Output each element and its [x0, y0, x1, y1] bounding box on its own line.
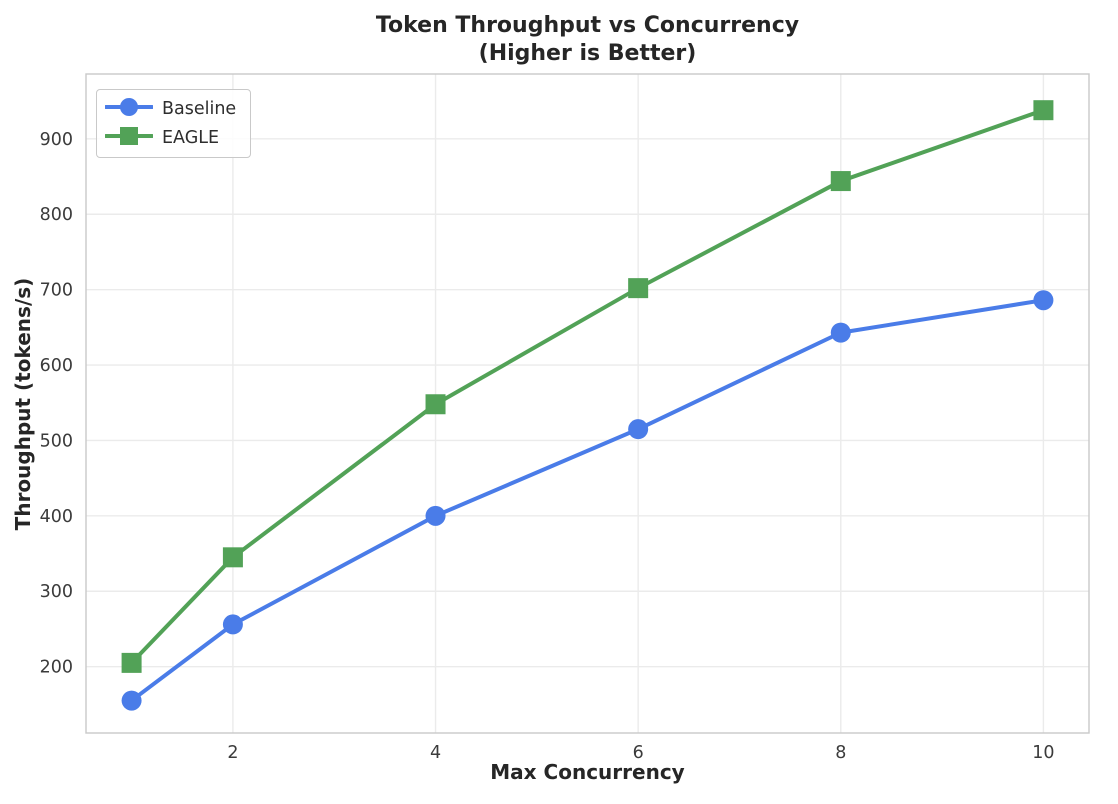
chart-title-line2: (Higher is Better) — [478, 40, 697, 66]
y-tick-label: 900 — [40, 130, 73, 150]
baseline-data-point-marker — [222, 614, 243, 635]
baseline-data-point-marker — [628, 419, 649, 440]
legend-item-baseline: Baseline — [104, 96, 237, 122]
baseline-data-point-marker — [1033, 290, 1054, 311]
square-marker-icon — [104, 127, 154, 145]
chart-title-line1: Token Throughput vs Concurrency — [375, 13, 800, 38]
legend: Baseline EAGLE — [96, 89, 252, 158]
x-tick-label: 4 — [430, 743, 441, 763]
eagle-data-point-marker — [222, 547, 243, 568]
y-tick-label: 400 — [40, 507, 73, 527]
baseline-data-point-marker — [121, 690, 142, 711]
y-tick-label: 500 — [40, 431, 73, 451]
x-axis-label: Max Concurrency — [490, 760, 685, 784]
eagle-data-point-marker — [830, 171, 851, 192]
baseline-line-circle-marker-icon — [104, 96, 154, 122]
eagle-data-point-marker — [628, 278, 649, 299]
baseline-series-line — [129, 298, 1046, 703]
eagle-data-point-marker — [425, 394, 446, 415]
eagle-data-point-marker — [1033, 100, 1054, 121]
legend-label: Baseline — [162, 99, 237, 119]
eagle-data-point-marker — [121, 652, 142, 673]
circle-marker-icon — [104, 98, 154, 116]
x-tick-label: 6 — [633, 743, 644, 763]
plot-border — [85, 73, 1090, 734]
baseline-data-point-marker — [425, 505, 446, 526]
y-axis-label: Throughput (tokens/s) — [11, 277, 35, 531]
eagle-line-square-marker-icon — [104, 125, 154, 151]
y-tick-label: 600 — [40, 356, 73, 376]
x-tick-label: 8 — [835, 743, 846, 763]
chart-title: Token Throughput vs Concurrency (Higher … — [86, 12, 1089, 67]
y-tick-label: 300 — [40, 582, 73, 602]
y-tick-label: 700 — [40, 281, 73, 301]
legend-item-eagle: EAGLE — [104, 125, 236, 151]
legend-label: EAGLE — [162, 128, 220, 148]
x-tick-label: 2 — [227, 743, 238, 763]
baseline-data-point-marker — [830, 322, 851, 343]
y-tick-label: 200 — [40, 658, 73, 678]
y-tick-label: 800 — [40, 205, 73, 225]
eagle-series-line — [129, 108, 1046, 665]
x-tick-label: 10 — [1032, 743, 1054, 763]
